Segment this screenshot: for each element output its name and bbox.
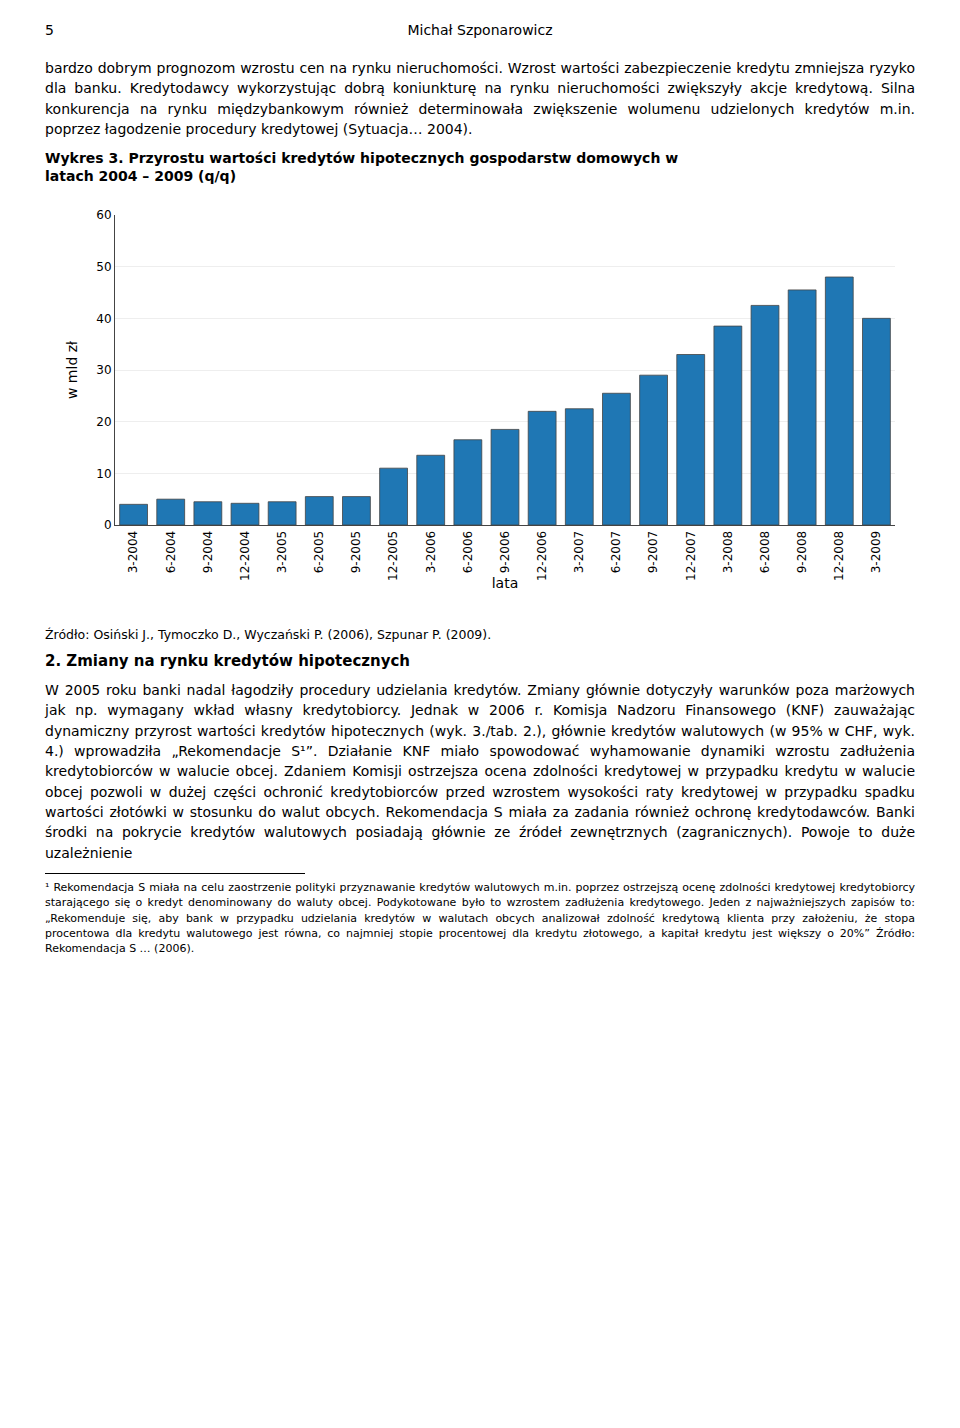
svg-text:6-2005: 6-2005: [312, 531, 326, 574]
svg-text:Wykres 3. Przyrostu wartości k: Wykres 3. Przyrostu wartości kredytów hi…: [45, 150, 678, 184]
html-text:Źródło: Osiński J., Tymoczko D: Źródło: Osiński J., Tymoczko D., Wyczańs…: [45, 627, 492, 643]
svg-text:9-2007: 9-2007: [646, 531, 660, 574]
svg-text:12-2005: 12-2005: [386, 531, 400, 581]
html-text:5: 5: [45, 22, 54, 38]
svg-text:30: 30: [96, 363, 111, 377]
svg-text:9-2006: 9-2006: [498, 531, 512, 574]
svg-text:3-2005: 3-2005: [275, 531, 289, 574]
html-text:Michał Szponarowicz: Michał Szponarowicz: [407, 22, 553, 38]
svg-text:50: 50: [96, 260, 111, 274]
svg-text:3-2007: 3-2007: [572, 531, 586, 574]
svg-text:3-2009: 3-2009: [869, 531, 883, 574]
svg-text:3-2006: 3-2006: [424, 531, 438, 574]
svg-text:lata: lata: [492, 576, 519, 592]
svg-text:3-2004: 3-2004: [126, 531, 140, 574]
svg-text:9-2004: 9-2004: [201, 531, 215, 574]
svg-text:12-2006: 12-2006: [535, 531, 549, 581]
html-text:¹ Rekomendacja S miała na celu: ¹ Rekomendacja S miała na celu zaostrzen…: [45, 880, 915, 956]
svg-text:0: 0: [104, 518, 112, 532]
svg-text:6-2008: 6-2008: [758, 531, 772, 574]
html-text:2. Zmiany na rynku kredytów hi: 2. Zmiany na rynku kredytów hipotecznych: [45, 652, 410, 671]
svg-text:w mld zł: w mld zł: [64, 341, 80, 399]
svg-text:12-2007: 12-2007: [684, 531, 698, 581]
svg-text:6-2004: 6-2004: [164, 531, 178, 574]
html-text:W 2005 roku banki nadal łagodz: W 2005 roku banki nadal łagodziły proced…: [45, 682, 915, 861]
svg-text:12-2004: 12-2004: [238, 531, 252, 581]
html-text:bardzo dobrym prognozom wzrost: bardzo dobrym prognozom wzrostu cen na r…: [45, 60, 915, 137]
svg-text:6-2007: 6-2007: [609, 531, 623, 574]
svg-text:3-2008: 3-2008: [721, 531, 735, 574]
svg-text:6-2006: 6-2006: [461, 531, 475, 574]
svg-text:12-2008: 12-2008: [832, 531, 846, 581]
svg-text:9-2005: 9-2005: [349, 531, 363, 574]
svg-text:10: 10: [96, 467, 111, 481]
svg-text:60: 60: [96, 208, 111, 222]
svg-text:20: 20: [96, 415, 111, 429]
svg-text:9-2008: 9-2008: [795, 531, 809, 574]
svg-text:40: 40: [96, 312, 111, 326]
